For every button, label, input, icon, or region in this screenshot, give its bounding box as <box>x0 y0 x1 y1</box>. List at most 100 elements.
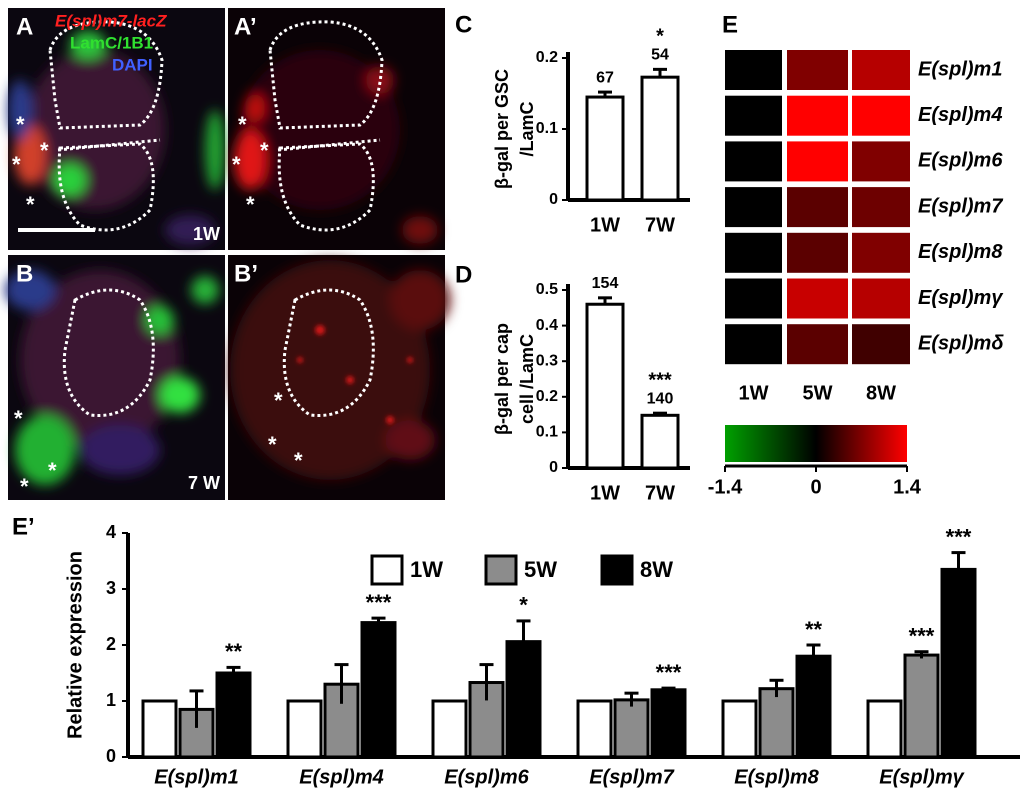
significance: *** <box>366 590 392 615</box>
heatmap-cell <box>725 232 782 273</box>
bar <box>585 95 625 202</box>
colorbar-tick-label: 0 <box>810 476 821 498</box>
x-tick-label: E(spl)m8 <box>734 766 819 788</box>
colorbar <box>725 425 907 462</box>
asterisk: * <box>16 112 25 137</box>
y-axis-label: Relative expression <box>64 551 86 739</box>
y-axis-label: /LamC <box>517 101 537 156</box>
heatmap-cell <box>787 278 848 319</box>
y-tick-label: 0 <box>106 746 116 766</box>
legend-label: 8W <box>640 557 673 582</box>
column-label: 1W <box>739 382 769 404</box>
panel-label: D <box>455 261 472 288</box>
significance: * <box>519 593 528 618</box>
heatmap-cell <box>725 141 782 182</box>
x-tick-label: E(spl)m1 <box>154 766 238 788</box>
asterisk: * <box>12 152 21 177</box>
panel-b: B 7 W * * * <box>5 255 225 500</box>
significance: *** <box>656 660 682 685</box>
y-tick-label: 0.4 <box>536 317 558 334</box>
bar <box>323 682 360 759</box>
asterisk: * <box>260 138 269 163</box>
heatmap-cell <box>725 324 782 365</box>
sample-size: 54 <box>651 47 669 64</box>
row-label: E(spl)m6 <box>918 150 1003 172</box>
y-axis-label: β-gal per cap <box>492 323 512 435</box>
asterisk: * <box>40 138 49 163</box>
stain-label: E(spl)m7-lacZ <box>55 11 167 30</box>
time-label: 1W <box>193 224 220 244</box>
x-tick-label: E(spl)mγ <box>879 766 965 788</box>
significance: ** <box>225 639 243 664</box>
x-tick-label: 7W <box>645 214 675 236</box>
bar <box>640 413 680 470</box>
row-label: E(spl)m1 <box>918 58 1002 80</box>
asterisk: * <box>20 474 29 499</box>
y-tick-label: 0 <box>549 459 558 476</box>
legend-swatch <box>600 554 634 586</box>
bar <box>613 698 650 759</box>
panel-label: E <box>722 11 738 38</box>
x-tick-label: 1W <box>590 482 620 504</box>
heatmap-cell <box>725 50 782 90</box>
bar <box>866 699 903 759</box>
row-label: E(spl)m8 <box>918 241 1003 263</box>
sample-size: 154 <box>592 275 619 292</box>
row-label: E(spl)mγ <box>918 287 1004 309</box>
legend-label: 1W <box>410 557 443 582</box>
bar <box>360 621 397 759</box>
y-tick-label: 1 <box>106 690 116 710</box>
bar <box>585 302 625 470</box>
row-label: E(spl)m7 <box>918 195 1003 217</box>
heatmap-cell <box>787 95 848 136</box>
heatmap-cell <box>852 95 910 136</box>
y-tick-label: 0.2 <box>536 49 558 66</box>
asterisk: * <box>14 406 23 431</box>
y-axis-label: cell /LamC <box>517 334 537 424</box>
heatmap-cell <box>725 187 782 228</box>
significance: *** <box>648 369 672 391</box>
y-tick-label: 0.3 <box>536 352 558 369</box>
y-tick-label: 0.2 <box>536 388 558 405</box>
heatmap-cell <box>725 278 782 319</box>
sample-size: 140 <box>647 390 674 407</box>
bar <box>431 699 468 759</box>
bar <box>215 671 252 759</box>
panel-a: A E(spl)m7-lacZ LamC/1B1 DAPI 1W * * * * <box>8 8 225 250</box>
asterisk: * <box>294 448 303 473</box>
y-tick-label: 0 <box>549 191 558 208</box>
bar <box>640 75 680 202</box>
asterisk: * <box>48 458 57 483</box>
stain-label: DAPI <box>112 55 153 74</box>
time-label: 7 W <box>188 473 220 493</box>
heatmap-cell <box>787 324 848 365</box>
heatmap-cell <box>852 232 910 273</box>
y-axis-label: β-gal per GSC <box>492 69 512 189</box>
colorbar-tick-label: 1.4 <box>893 476 922 498</box>
heatmap-cell <box>787 232 848 273</box>
heatmap-cell <box>787 187 848 228</box>
bar <box>940 567 977 759</box>
x-tick-label: E(spl)m6 <box>444 766 529 788</box>
significance: * <box>656 26 664 48</box>
bar <box>576 699 613 759</box>
legend-swatch <box>484 554 518 586</box>
bar <box>903 653 940 759</box>
heatmap-cell <box>787 141 848 182</box>
significance: *** <box>946 524 972 549</box>
y-tick-label: 0.5 <box>536 281 558 298</box>
row-label: E(spl)mδ <box>918 332 1004 354</box>
x-tick-label: E(spl)m4 <box>299 766 383 788</box>
heatmap-cell <box>852 141 910 182</box>
panel-label: B <box>16 260 33 287</box>
heatmap-cell <box>852 278 910 319</box>
bar <box>721 699 758 759</box>
panel-a-prime: A’ * * * * <box>228 8 445 250</box>
bar <box>758 687 795 759</box>
bar <box>141 699 178 759</box>
stain-label: LamC/1B1 <box>70 33 153 52</box>
heatmap-cell <box>725 95 782 136</box>
sample-size: 67 <box>596 69 614 86</box>
column-label: 8W <box>866 382 896 404</box>
